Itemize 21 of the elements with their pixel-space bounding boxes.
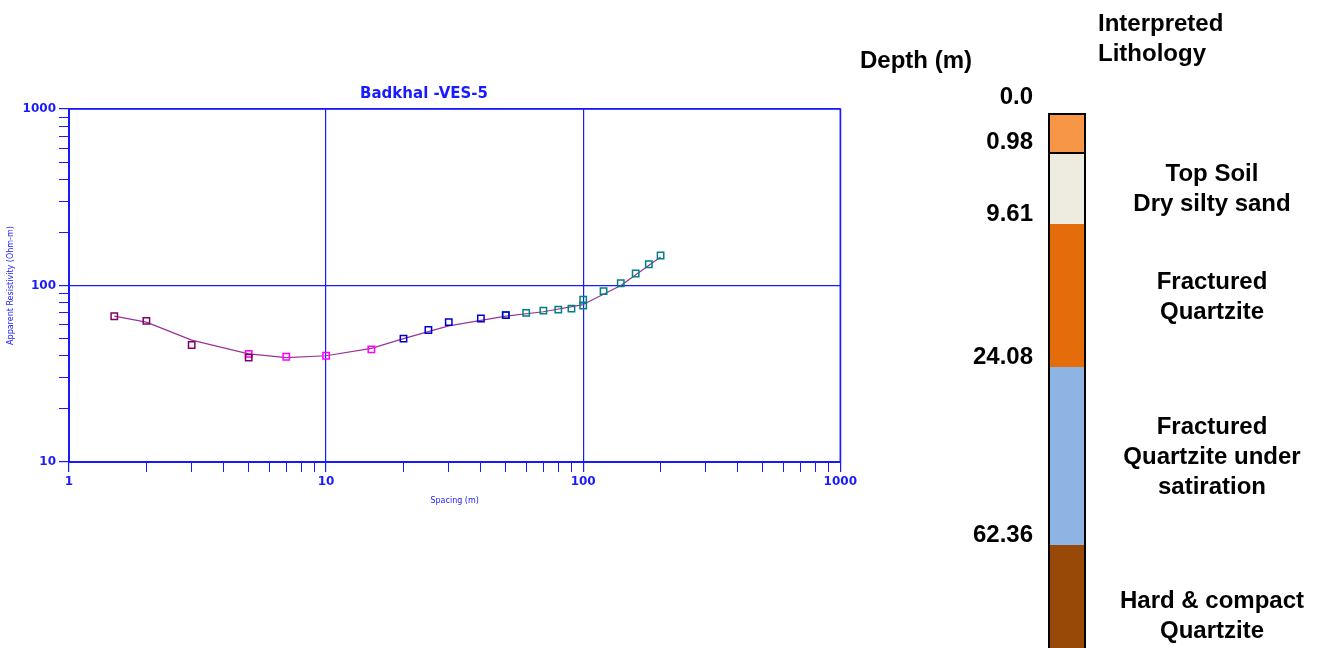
text: 9.61 (986, 198, 1033, 228)
text: Depth (m) (860, 45, 972, 75)
y-tick-label: 100 (30, 277, 56, 292)
text: 24.08 (972, 341, 1033, 371)
text: Interpreted Lithology (1098, 8, 1225, 68)
text: 0.98 (986, 126, 1033, 156)
x-tick-label: 1000 (823, 474, 857, 489)
text: 0.0 (999, 81, 1033, 111)
category-label: Top Soil Dry silty sand (1132, 158, 1292, 218)
y-tick-label: 10 (39, 454, 56, 469)
category-label: Hard & compact Quartzite (1118, 585, 1305, 645)
x-tick-label: 100 (570, 474, 596, 489)
x-tick-label: 10 (317, 474, 335, 489)
y-tick-label: 1000 (22, 101, 56, 116)
y-axis-title: Apparent Resistivity (Ohm-m) (5, 226, 15, 345)
x-tick-label: 1 (64, 474, 74, 489)
chart-title: Badkhal -VES-5 (360, 83, 488, 102)
x-axis-title: Spacing (m) (430, 496, 479, 506)
category-label: Fractured Quartzite under satiration (1122, 411, 1302, 501)
category-label: Fractured Quartzite (1155, 265, 1269, 326)
text: 62.36 (972, 519, 1033, 549)
